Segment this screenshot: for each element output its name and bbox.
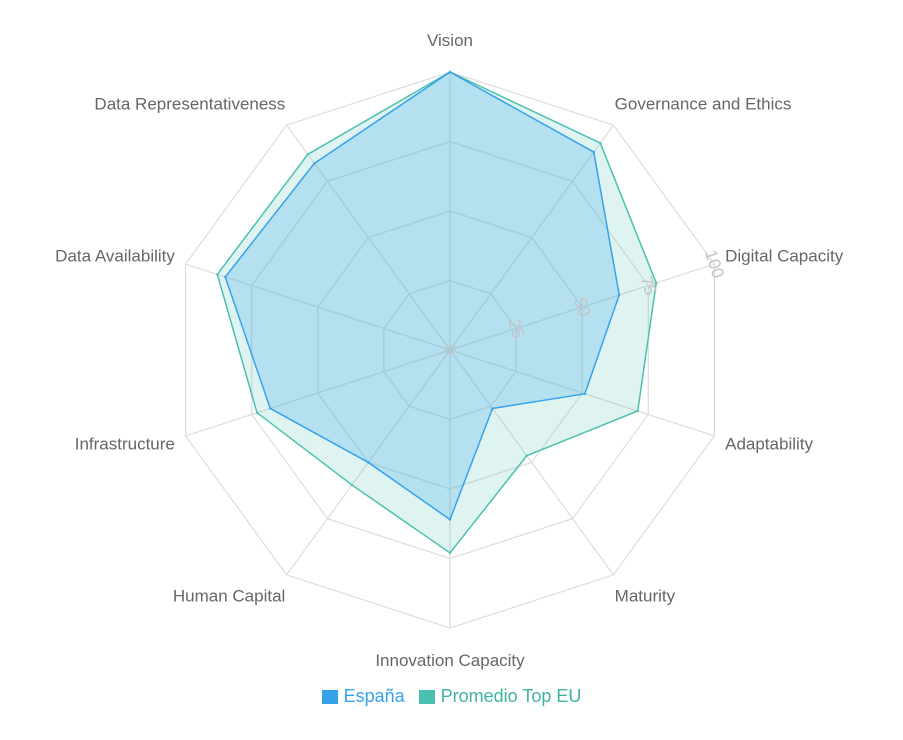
spoke-maturity bbox=[449, 349, 614, 576]
point-espana-innovation-capacity bbox=[448, 518, 452, 521]
point-espana-governance-and-ethics bbox=[592, 150, 595, 154]
point-promedio-top-eu-data-representativeness bbox=[306, 153, 310, 156]
axis-label-data-representativeness: Data Representativeness bbox=[94, 95, 285, 114]
legend-swatch-promedio-top-eu bbox=[418, 689, 435, 704]
axis-label-innovation-capacity: Innovation Capacity bbox=[375, 651, 525, 670]
spoke-infrastructure bbox=[185, 349, 451, 437]
legend-swatch-espana bbox=[321, 689, 338, 704]
axis-label-human-capital: Human Capital bbox=[173, 586, 285, 605]
axis-label-governance-and-ethics: Governance and Ethics bbox=[615, 95, 792, 114]
legend-item-promedio-top-eu[interactable]: Promedio Top EU bbox=[418, 686, 582, 707]
point-espana-human-capital bbox=[367, 461, 370, 464]
point-espana-infrastructure bbox=[269, 407, 272, 410]
legend: España Promedio Top EU bbox=[0, 686, 903, 707]
point-espana-data-representativeness bbox=[313, 162, 316, 165]
point-espana-maturity bbox=[491, 407, 494, 410]
point-promedio-top-eu-digital-capacity bbox=[655, 281, 658, 285]
axis-label-data-availability: Data Availability bbox=[55, 247, 175, 266]
point-espana-adaptability bbox=[583, 392, 587, 396]
point-espana-digital-capacity bbox=[618, 293, 621, 297]
legend-item-espana[interactable]: España bbox=[321, 686, 405, 707]
point-promedio-top-eu-innovation-capacity bbox=[448, 551, 452, 555]
legend-label-promedio-top-eu: Promedio Top EU bbox=[440, 686, 582, 706]
point-espana-vision bbox=[448, 70, 452, 74]
axis-label-adaptability: Adaptability bbox=[725, 434, 813, 453]
point-promedio-top-eu-maturity bbox=[525, 454, 529, 457]
series-area-espana bbox=[224, 71, 620, 521]
axis-labels: Vision Governance and Ethics Digital Capac… bbox=[55, 31, 844, 670]
point-promedio-top-eu-human-capital bbox=[350, 483, 354, 487]
radar-series bbox=[216, 70, 658, 555]
tick-label-25: 25 bbox=[504, 317, 528, 341]
point-espana-data-availability bbox=[224, 275, 227, 279]
axis-label-maturity: Maturity bbox=[615, 586, 676, 605]
spoke-governance-and-ethics bbox=[449, 124, 614, 351]
tick-label-50: 50 bbox=[570, 295, 594, 319]
legend-label-espana: España bbox=[343, 686, 405, 706]
tick-label-100: 100 bbox=[701, 248, 728, 281]
point-promedio-top-eu-data-availability bbox=[216, 273, 219, 276]
point-promedio-top-eu-infrastructure bbox=[255, 411, 259, 414]
axis-label-vision: Vision bbox=[427, 31, 473, 50]
spoke-data-availability bbox=[185, 263, 451, 351]
axis-label-infrastructure: Infrastructure bbox=[75, 434, 175, 453]
spoke-digital-capacity bbox=[449, 263, 715, 351]
tick-label-75: 75 bbox=[636, 274, 660, 298]
point-promedio-top-eu-governance-and-ethics bbox=[599, 141, 602, 145]
axis-label-digital-capacity: Digital Capacity bbox=[725, 247, 844, 266]
spoke-adaptability bbox=[449, 349, 715, 437]
point-promedio-top-eu-adaptability bbox=[636, 409, 639, 413]
